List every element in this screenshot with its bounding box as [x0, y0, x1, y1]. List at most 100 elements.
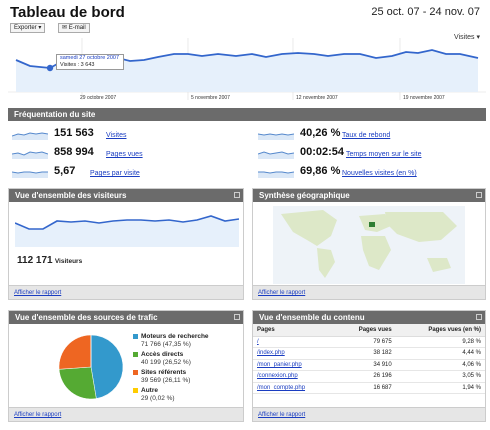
tooltip-date: samedi 27 octobre 2007: [60, 55, 120, 61]
card-footer: Afficher le rapport: [9, 407, 243, 421]
card-header: Synthèse géographique: [253, 189, 485, 202]
column-header[interactable]: Pages vues: [335, 324, 396, 337]
kpi-link-pageviews[interactable]: Pages vues: [106, 151, 143, 158]
content-table: Pages Pages vues Pages vues (en %) / 79 …: [253, 324, 485, 394]
legend-swatch: [133, 334, 138, 339]
card-title: Vue d'ensemble des visiteurs: [15, 191, 127, 200]
kpi-link-new-visits[interactable]: Nouvelles visites (en %): [342, 170, 417, 177]
card-title: Synthèse géographique: [259, 191, 350, 200]
email-button[interactable]: ✉ E-mail: [58, 23, 90, 33]
kpi-link-avg-time[interactable]: Temps moyen sur le site: [346, 151, 422, 158]
view-report-link[interactable]: Afficher le rapport: [258, 290, 306, 296]
legend-stat: 29 (0,02 %): [141, 395, 175, 402]
kpi-pages-per-visit: 5,67 Pages par visite: [12, 164, 242, 180]
pageviews-cell: 38 182: [335, 347, 396, 360]
legend-name: Moteurs de recherche: [141, 333, 209, 340]
collapse-icon[interactable]: [476, 314, 482, 320]
collapse-icon[interactable]: [234, 192, 240, 198]
kpi-value: 151 563: [54, 127, 94, 139]
table-row: /mon_panier.php 34 910 4,06 %: [253, 359, 485, 371]
site-usage-header: Fréquentation du site: [8, 108, 486, 121]
card-footer: Afficher le rapport: [9, 285, 243, 299]
world-map[interactable]: [273, 206, 465, 284]
table-header-row: Pages Pages vues Pages vues (en %): [253, 324, 485, 337]
pageviews-pct-cell: 9,28 %: [395, 336, 485, 348]
legend-stat: 39 569 (26,11 %): [141, 377, 191, 384]
card-header: Vue d'ensemble du contenu: [253, 311, 485, 324]
legend-stat: 40 199 (26,52 %): [141, 359, 191, 366]
asia-shape: [385, 212, 457, 242]
visitors-area: [15, 216, 239, 247]
site-usage-title: Fréquentation du site: [14, 110, 96, 119]
kpi-value: 858 994: [54, 146, 94, 158]
pageviews-pct-cell: 4,06 %: [395, 359, 485, 371]
card-header: Vue d'ensemble des sources de trafic: [9, 311, 243, 324]
column-header[interactable]: Pages: [253, 324, 336, 337]
collapse-icon[interactable]: [476, 192, 482, 198]
sparkline-icon: [12, 151, 48, 159]
table-row: /connexion.php 26 196 3,05 %: [253, 370, 485, 383]
column-header[interactable]: Pages vues (en %): [395, 324, 485, 337]
table-row: / 79 675 9,28 %: [253, 336, 485, 348]
page-link[interactable]: /: [257, 338, 259, 345]
page-link[interactable]: /connexion.php: [257, 373, 298, 380]
card-footer: Afficher le rapport: [253, 285, 485, 299]
kpi-value: 00:02:54: [300, 146, 345, 158]
sparkline-icon: [12, 132, 48, 140]
pie-slice[interactable]: [58, 334, 92, 370]
x-label-4: 19 novembre 2007: [403, 95, 445, 101]
sparkline-icon: [258, 171, 294, 178]
sparkline-icon: [12, 171, 48, 178]
legend-swatch: [133, 370, 138, 375]
kpi-link-visits[interactable]: Visites: [106, 132, 127, 139]
visits-over-time-chart: Visites ▾ 29 octobre 2007 5 novembre 200…: [8, 30, 486, 102]
pageviews-pct-cell: 4,44 %: [395, 347, 485, 360]
visitors-value: 112 171: [17, 255, 53, 266]
selected-point[interactable]: [46, 64, 54, 72]
visits-area: [16, 50, 478, 92]
collapse-icon[interactable]: [234, 314, 240, 320]
x-label-1: 29 octobre 2007: [80, 95, 117, 101]
visitors-label: Visiteurs: [54, 258, 83, 265]
pageviews-cell: 79 675: [335, 336, 396, 348]
kpi-pageviews: 858 994 Pages vues: [12, 145, 242, 161]
north-america-shape: [281, 210, 337, 246]
dashboard-header: Tableau de bord 25 oct. 07 - 24 nov. 07 …: [8, 4, 484, 33]
kpi-value: 69,86 %: [300, 165, 341, 177]
traffic-sources-card: Vue d'ensemble des sources de trafic Mot…: [8, 310, 244, 422]
card-header: Vue d'ensemble des visiteurs: [9, 189, 243, 202]
page-link[interactable]: /index.php: [257, 350, 285, 357]
metric-selector[interactable]: Visites ▾: [454, 34, 480, 41]
view-report-link[interactable]: Afficher le rapport: [14, 290, 62, 296]
australia-shape: [427, 258, 451, 272]
africa-shape: [361, 236, 391, 270]
card-title: Vue d'ensemble du contenu: [259, 313, 365, 322]
south-america-shape: [317, 248, 335, 278]
traffic-pie-chart: [58, 334, 124, 400]
pageviews-cell: 34 910: [335, 359, 396, 371]
x-label-2: 5 novembre 2007: [191, 95, 230, 101]
date-range-selector[interactable]: 25 oct. 07 - 24 nov. 07: [371, 6, 480, 18]
email-icon: ✉: [62, 25, 68, 31]
kpi-link-bounce-rate[interactable]: Taux de rebond: [342, 132, 391, 139]
view-report-link[interactable]: Afficher le rapport: [258, 412, 306, 418]
table-row: /index.php 38 182 4,44 %: [253, 347, 485, 360]
table-row: /mon_compte.php 16 687 1,94 %: [253, 382, 485, 394]
kpi-link-pages-per-visit[interactable]: Pages par visite: [90, 170, 140, 177]
page-link[interactable]: /mon_panier.php: [257, 361, 302, 368]
legend-name: Accès directs: [141, 351, 184, 358]
sparkline-icon: [258, 151, 294, 159]
pie-slice[interactable]: [58, 366, 97, 400]
content-overview-card: Vue d'ensemble du contenu Pages Pages vu…: [252, 310, 486, 422]
kpi-avg-time: 00:02:54 Temps moyen sur le site: [258, 145, 486, 161]
view-report-link[interactable]: Afficher le rapport: [14, 412, 62, 418]
pie-slice[interactable]: [90, 334, 124, 399]
card-title: Vue d'ensemble des sources de trafic: [15, 313, 158, 322]
kpi-value: 40,26 %: [300, 127, 341, 139]
page-link[interactable]: /mon_compte.php: [257, 384, 306, 391]
legend-swatch: [133, 352, 138, 357]
legend-name: Autre: [141, 387, 158, 394]
export-button[interactable]: Exporter ▾: [10, 23, 46, 33]
pageviews-cell: 16 687: [335, 382, 396, 394]
pageviews-pct-cell: 1,94 %: [395, 382, 485, 394]
